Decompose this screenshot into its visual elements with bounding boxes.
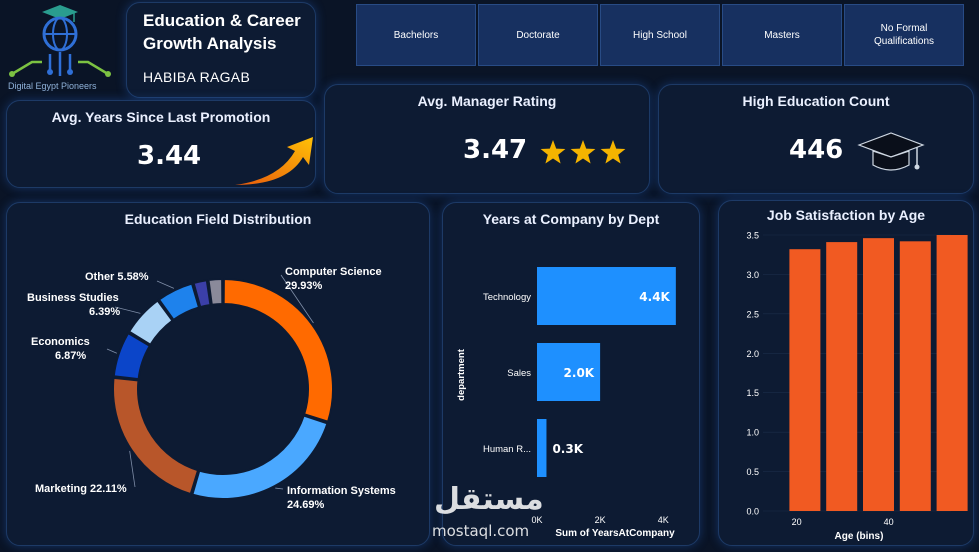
donut-leader-line — [156, 280, 175, 289]
slicer-no-formal[interactable]: No Formal Qualifications — [844, 4, 964, 66]
globe-logo-icon — [9, 5, 111, 77]
donut-label: Economics — [31, 336, 90, 348]
donut-label: Marketing 22.11% — [35, 483, 127, 495]
donut-slice[interactable] — [127, 299, 174, 347]
dept-x-tick: 0K — [531, 515, 542, 525]
author-name: HABIBA RAGAB — [143, 69, 251, 85]
star-icon — [600, 140, 626, 164]
donut-slice[interactable] — [207, 277, 224, 306]
mostaql-watermark: مستقل mostaql.com — [428, 482, 558, 544]
graduation-cap-icon — [857, 132, 925, 171]
donut-label: Business Studies — [27, 292, 119, 304]
donut-slice[interactable] — [222, 277, 334, 423]
education-field-card: Education Field Distribution Computer Sc… — [6, 202, 430, 546]
kpi-promotion-title: Avg. Years Since Last Promotion — [51, 109, 271, 125]
dept-category-label: Technology — [483, 292, 531, 303]
kpi-manager-title: Avg. Manager Rating — [417, 93, 557, 109]
donut-leader-line — [275, 487, 284, 490]
donut-leader-line — [114, 306, 141, 314]
star-icon — [540, 140, 566, 164]
kpi-card-education-count: High Education Count 446 — [658, 84, 974, 194]
satisfaction-by-age-card: Job Satisfaction by Age 0.0 0.5 1.0 1.5 2.0 2… — [718, 200, 974, 546]
donut-leader-line — [129, 450, 136, 488]
age-bar[interactable] — [899, 241, 931, 511]
age-bar[interactable] — [789, 249, 821, 512]
donut-slice[interactable] — [191, 414, 329, 500]
logo-text: Digital Egypt Pioneers — [8, 81, 97, 91]
age-bar[interactable] — [936, 235, 968, 511]
dept-y-axis-label: department — [456, 348, 467, 401]
report-title-line1: Education & Career — [143, 11, 301, 30]
donut-pct-label: 29.93% — [285, 280, 323, 292]
dept-x-tick: 2K — [595, 515, 606, 525]
age-x-tick: 20 — [792, 517, 802, 527]
age-bar[interactable] — [826, 242, 858, 511]
donut-chart-title: Education Field Distribution — [124, 211, 312, 227]
years-by-dept-chart: Technology 4.4K Sales 2.0K Human R... 0.3K 0K 2… — [456, 267, 676, 539]
slicer-bachelors[interactable]: Bachelors — [356, 4, 476, 66]
age-y-tick: 3.5 — [746, 231, 759, 241]
dept-bar[interactable] — [537, 419, 547, 477]
dept-category-label: Sales — [507, 368, 531, 379]
dept-data-label: 0.3K — [552, 442, 583, 456]
age-bar[interactable] — [863, 238, 894, 511]
rating-stars — [540, 140, 626, 164]
donut-pct-label: 6.87% — [55, 350, 86, 362]
title-card: Education & Career Growth Analysis HABIB… — [126, 2, 316, 98]
donut-slice[interactable] — [157, 282, 201, 322]
age-y-tick: 2.5 — [746, 309, 759, 319]
report-title-line2: Growth Analysis — [143, 34, 277, 53]
education-field-donut: Computer Science 29.93% Information System… — [27, 266, 396, 511]
kpi-card-promotion: Avg. Years Since Last Promotion 3.44 — [6, 100, 316, 188]
donut-leader-line — [106, 348, 118, 354]
slicer-masters[interactable]: Masters — [722, 4, 842, 66]
years-by-dept-card: Years at Company by Dept Technology 4.4K S… — [442, 202, 700, 546]
age-chart-title: Job Satisfaction by Age — [766, 207, 926, 223]
kpi-education-title: High Education Count — [742, 93, 890, 109]
age-y-tick: 1.5 — [746, 388, 759, 398]
age-x-tick: 40 — [884, 517, 894, 527]
dept-data-label: 2.0K — [564, 366, 595, 380]
trend-arrow-icon — [235, 137, 313, 185]
dept-chart-title: Years at Company by Dept — [482, 211, 660, 227]
watermark-arabic: مستقل — [434, 482, 544, 517]
logo: Digital Egypt Pioneers — [2, 2, 120, 94]
dept-bar[interactable] — [537, 267, 676, 325]
donut-label: Other 5.58% — [85, 271, 149, 283]
donut-slice[interactable] — [192, 279, 212, 309]
dept-x-axis-label: Sum of YearsAtCompany — [555, 528, 675, 539]
kpi-education-value: 446 — [789, 135, 844, 165]
donut-label: Information Systems — [287, 485, 396, 497]
star-icon — [570, 140, 596, 164]
age-y-tick: 2.0 — [746, 349, 759, 359]
kpi-manager-value: 3.47 — [463, 135, 528, 165]
slicer-doctorate[interactable]: Doctorate — [478, 4, 598, 66]
kpi-card-manager-rating: Avg. Manager Rating 3.47 — [324, 84, 650, 194]
slicer-high-school[interactable]: High School — [600, 4, 720, 66]
age-x-axis-label: Age (bins) — [835, 531, 884, 542]
age-y-tick: 1.0 — [746, 428, 759, 438]
age-y-tick: 0.0 — [746, 507, 759, 517]
donut-slice[interactable] — [112, 376, 200, 496]
dept-data-label: 4.4K — [639, 290, 670, 304]
dept-x-tick: 4K — [658, 515, 669, 525]
dept-category-label: Human R... — [483, 444, 531, 455]
donut-pct-label: 6.39% — [89, 306, 120, 318]
donut-pct-label: 24.69% — [287, 499, 325, 511]
donut-slice[interactable] — [112, 331, 152, 381]
kpi-promotion-value: 3.44 — [137, 141, 202, 171]
age-y-tick: 3.0 — [746, 270, 759, 280]
donut-leader-line — [280, 274, 314, 324]
dept-bar[interactable] — [537, 343, 601, 401]
education-slicer: Bachelors Doctorate High School Masters … — [356, 4, 964, 66]
watermark-latin: mostaql.com — [432, 522, 530, 540]
age-y-tick: 0.5 — [746, 467, 759, 477]
donut-label: Computer Science — [285, 266, 382, 278]
